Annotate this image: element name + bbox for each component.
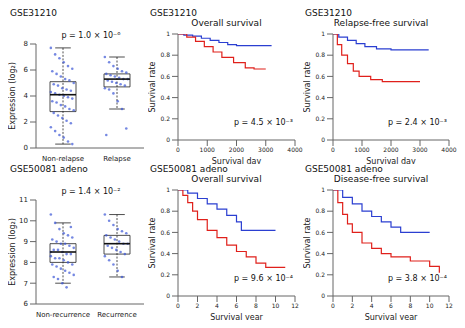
svg-text:8: 8	[408, 302, 412, 309]
svg-text:0.4: 0.4	[160, 94, 170, 101]
svg-text:1000: 1000	[200, 146, 215, 153]
svg-text:0: 0	[176, 302, 180, 309]
html-text:p = 9.6 × 10⁻⁴: p = 9.6 × 10⁻⁴	[234, 274, 293, 283]
svg-text:0: 0	[176, 146, 180, 153]
svg-text:0.4: 0.4	[315, 250, 325, 257]
svg-text:0: 0	[331, 302, 335, 309]
html-text:Overall survival: Overall survival	[191, 174, 262, 184]
svg-text:12: 12	[445, 302, 453, 309]
svg-text:0.6: 0.6	[315, 73, 325, 80]
svg-text:Recurrence: Recurrence	[97, 311, 137, 319]
svg-text:Expression (log₂): Expression (log₂)	[8, 218, 17, 286]
svg-text:Survival year: Survival year	[210, 313, 263, 320]
svg-text:4: 4	[215, 302, 219, 309]
svg-text:Survival rate: Survival rate	[148, 61, 157, 112]
svg-text:10: 10	[19, 217, 28, 225]
svg-text:0.6: 0.6	[160, 73, 170, 80]
svg-text:2: 2	[196, 302, 200, 309]
svg-text:0.6: 0.6	[315, 229, 325, 236]
svg-text:0.2: 0.2	[160, 271, 170, 278]
svg-text:4: 4	[370, 302, 374, 309]
svg-text:Survival day: Survival day	[212, 157, 262, 164]
svg-text:6: 6	[24, 66, 29, 74]
html-text:GSE50081 adeno: GSE50081 adeno	[150, 164, 228, 174]
svg-text:11: 11	[19, 196, 28, 204]
html-text:Overall survival: Overall survival	[191, 18, 262, 28]
svg-text:0: 0	[321, 292, 325, 299]
svg-text:10: 10	[426, 302, 434, 309]
html-text:p = 2.4 × 10⁻³: p = 2.4 × 10⁻³	[388, 118, 447, 127]
svg-text:0: 0	[166, 136, 170, 143]
svg-text:7: 7	[24, 280, 28, 288]
svg-text:Expression (log₂): Expression (log₂)	[8, 62, 17, 130]
svg-text:Relapse: Relapse	[103, 155, 131, 163]
svg-text:0: 0	[24, 144, 28, 152]
html-text:GSE50081 adeno: GSE50081 adeno	[305, 164, 383, 174]
svg-text:1: 1	[321, 30, 325, 37]
svg-text:0.2: 0.2	[160, 115, 170, 122]
html-text:Relapse-free survival: Relapse-free survival	[333, 18, 429, 28]
html-text:Disease-free survival: Disease-free survival	[333, 174, 429, 184]
svg-text:6: 6	[389, 302, 393, 309]
html-text:GSE31210: GSE31210	[150, 8, 197, 18]
svg-text:1: 1	[166, 186, 170, 193]
svg-text:Survival rate: Survival rate	[303, 217, 312, 268]
svg-text:0.4: 0.4	[315, 94, 325, 101]
svg-text:3000: 3000	[258, 146, 273, 153]
html-text:p = 1.4 × 10⁻²: p = 1.4 × 10⁻²	[61, 187, 121, 196]
svg-text:4000: 4000	[287, 146, 302, 153]
svg-text:Survival day: Survival day	[366, 157, 416, 164]
svg-text:2: 2	[350, 302, 354, 309]
html-text:GSE50081 adeno: GSE50081 adeno	[10, 164, 88, 174]
svg-text:0.2: 0.2	[315, 271, 325, 278]
svg-text:Survival year: Survival year	[365, 313, 418, 320]
svg-text:12: 12	[291, 302, 299, 309]
html-text:GSE31210: GSE31210	[10, 8, 57, 18]
svg-text:0.6: 0.6	[160, 229, 170, 236]
svg-text:Survival rate: Survival rate	[148, 217, 157, 268]
svg-text:0.8: 0.8	[315, 51, 325, 58]
html-text:p = 1.0 × 10⁻⁶: p = 1.0 × 10⁻⁶	[61, 31, 121, 40]
svg-text:8: 8	[24, 259, 28, 267]
svg-text:4000: 4000	[441, 146, 456, 153]
svg-text:0.2: 0.2	[315, 115, 325, 122]
svg-text:0.4: 0.4	[160, 250, 170, 257]
svg-text:0.8: 0.8	[160, 51, 170, 58]
svg-text:6: 6	[235, 302, 239, 309]
html-text:p = 3.8 × 10⁻⁴: p = 3.8 × 10⁻⁴	[388, 274, 447, 283]
svg-text:9: 9	[24, 238, 28, 246]
svg-text:0: 0	[166, 292, 170, 299]
html-text:p = 4.5 × 10⁻³: p = 4.5 × 10⁻³	[234, 118, 293, 127]
svg-text:2000: 2000	[383, 146, 398, 153]
svg-text:3000: 3000	[412, 146, 427, 153]
svg-text:Non-recurrence: Non-recurrence	[36, 311, 90, 319]
svg-text:Survival rate: Survival rate	[303, 61, 312, 112]
svg-text:4: 4	[24, 92, 29, 100]
svg-text:8: 8	[24, 40, 28, 48]
svg-text:0.8: 0.8	[315, 207, 325, 214]
svg-text:1: 1	[166, 30, 170, 37]
svg-text:8: 8	[254, 302, 258, 309]
svg-text:2000: 2000	[229, 146, 244, 153]
svg-text:Non-relapse: Non-relapse	[42, 155, 84, 163]
svg-text:2: 2	[24, 118, 28, 126]
svg-text:10: 10	[272, 302, 280, 309]
svg-text:0: 0	[331, 146, 335, 153]
svg-text:0.8: 0.8	[160, 207, 170, 214]
svg-text:1000: 1000	[354, 146, 369, 153]
svg-text:1: 1	[321, 186, 325, 193]
svg-text:0: 0	[321, 136, 325, 143]
svg-text:6: 6	[24, 300, 29, 308]
html-text:GSE31210: GSE31210	[305, 8, 352, 18]
